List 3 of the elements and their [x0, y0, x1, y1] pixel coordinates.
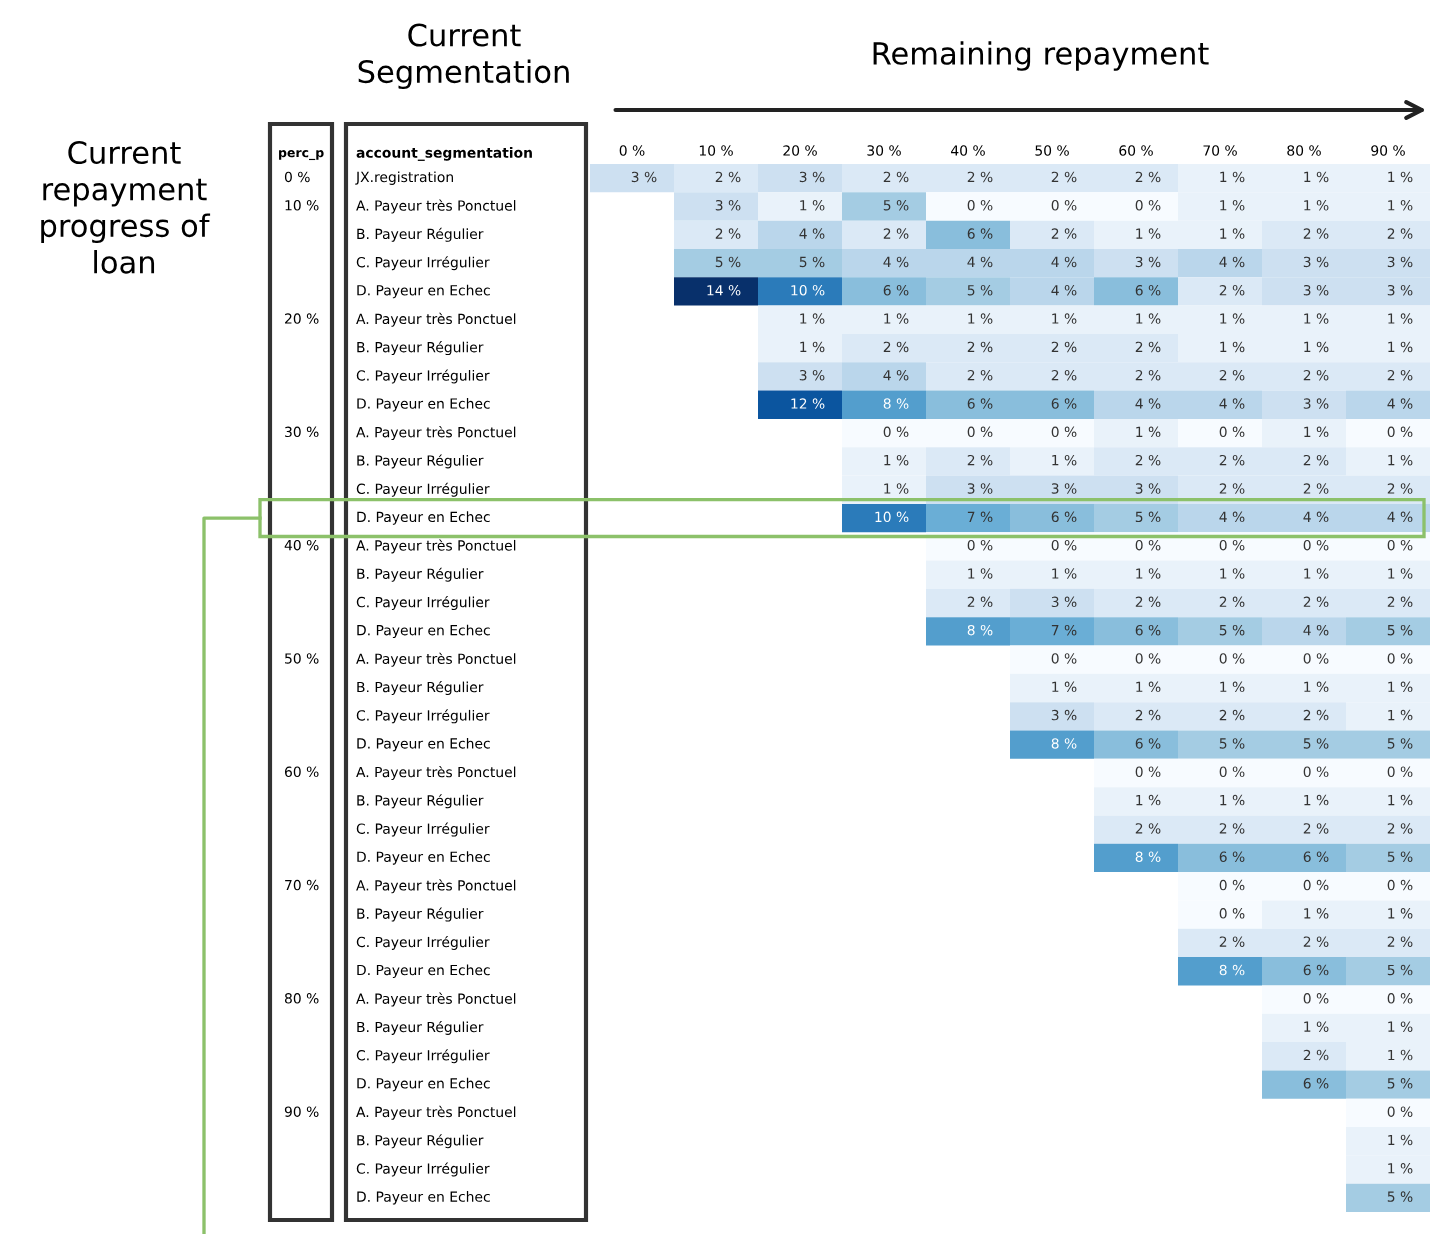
text: Current Segmentation [358, 23, 569, 90]
x-axis-title: Remaining repayment [873, 41, 1209, 71]
y-axis-title: Current repayment progress of loan [41, 140, 211, 274]
